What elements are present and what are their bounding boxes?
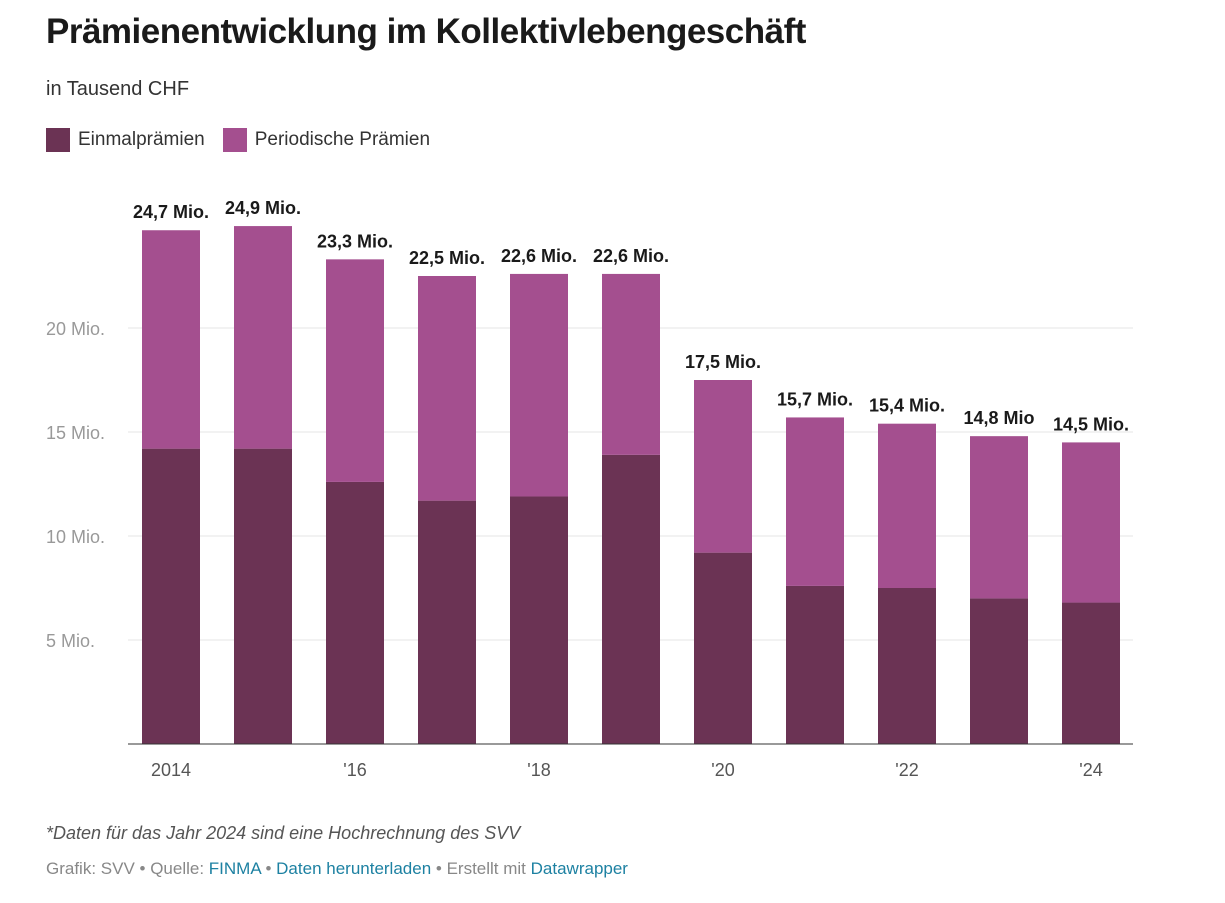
x-tick-label: 2014 xyxy=(151,760,191,780)
total-label: 17,5 Mio. xyxy=(685,352,761,372)
total-label: 23,3 Mio. xyxy=(317,231,393,251)
y-tick-label: 15 Mio. xyxy=(46,423,105,443)
bar-periodisch-2020 xyxy=(694,380,752,553)
bar-periodisch-2017 xyxy=(418,276,476,501)
bar-einmal-2017 xyxy=(418,500,476,744)
footnote: *Daten für das Jahr 2024 sind eine Hochr… xyxy=(46,823,521,843)
bar-einmal-2020 xyxy=(694,552,752,744)
footer-sep: • xyxy=(260,859,277,878)
legend-label: Periodische Prämien xyxy=(254,129,431,150)
bar-einmal-2016 xyxy=(326,481,384,744)
x-tick-label: '22 xyxy=(895,760,918,780)
legend-swatch-periodisch xyxy=(222,128,247,152)
bar-einmal-2018 xyxy=(510,496,568,744)
total-label: 14,5 Mio. xyxy=(1053,414,1129,434)
total-label: 24,7 Mio. xyxy=(133,202,209,222)
bar-periodisch-2024 xyxy=(1062,442,1120,603)
bar-periodisch-2016 xyxy=(326,259,384,482)
x-tick-label: '18 xyxy=(527,760,550,780)
total-label: 22,6 Mio. xyxy=(501,246,577,266)
total-label: 15,7 Mio. xyxy=(777,389,853,409)
total-label: 15,4 Mio. xyxy=(869,396,945,416)
legend-swatch-einmal xyxy=(46,128,70,152)
total-label: 22,6 Mio. xyxy=(593,246,669,266)
bar-periodisch-2022 xyxy=(878,423,936,588)
bar-periodisch-2018 xyxy=(510,273,568,497)
bar-einmal-2024 xyxy=(1062,602,1120,744)
y-tick-label: 10 Mio. xyxy=(46,527,105,547)
source-link[interactable]: FINMA xyxy=(208,859,261,878)
chart-subtitle: in Tausend CHF xyxy=(46,78,190,100)
footer-credit: Grafik: SVV • Quelle: xyxy=(46,859,209,878)
bar-einmal-2015 xyxy=(234,448,292,744)
footer-sep: • Erstellt mit xyxy=(431,859,531,878)
bar-periodisch-2015 xyxy=(234,226,292,449)
total-label: 24,9 Mio. xyxy=(225,198,301,218)
bar-periodisch-2014 xyxy=(142,230,200,449)
chart-title: Prämienentwicklung im Kollektivlebengesc… xyxy=(46,12,806,51)
bar-periodisch-2023 xyxy=(970,436,1028,599)
legend-item-periodisch: Periodische Prämien xyxy=(222,128,431,152)
bar-periodisch-2021 xyxy=(786,417,844,586)
legend: Einmalprämien Periodische Prämien xyxy=(46,128,430,152)
bar-einmal-2023 xyxy=(970,598,1028,744)
y-tick-label: 5 Mio. xyxy=(46,631,95,651)
datawrapper-link[interactable]: Datawrapper xyxy=(530,859,628,878)
legend-label: Einmalprämien xyxy=(78,129,205,150)
legend-item-einmal: Einmalprämien xyxy=(46,128,205,152)
x-tick-label: '16 xyxy=(343,760,366,780)
y-tick-label: 20 Mio. xyxy=(46,319,105,339)
bar-einmal-2021 xyxy=(786,585,844,744)
bar-einmal-2022 xyxy=(878,588,936,744)
bar-einmal-2019 xyxy=(602,454,660,744)
bar-einmal-2014 xyxy=(142,448,200,744)
total-label: 14,8 Mio xyxy=(963,408,1034,428)
x-tick-label: '20 xyxy=(711,760,734,780)
download-data-link[interactable]: Daten herunterladen xyxy=(276,859,432,878)
footer: Grafik: SVV • Quelle: FINMA • Daten heru… xyxy=(46,859,628,879)
bar-periodisch-2019 xyxy=(602,273,660,455)
x-tick-label: '24 xyxy=(1079,760,1102,780)
total-label: 22,5 Mio. xyxy=(409,248,485,268)
